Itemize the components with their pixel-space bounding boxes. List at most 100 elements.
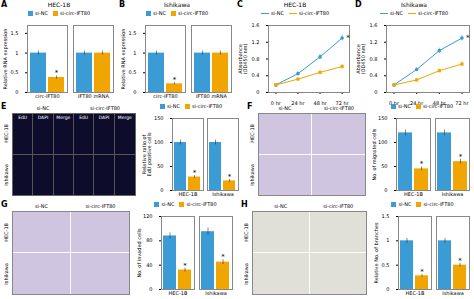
svg-text:Absorbance(OD450 nm): Absorbance(OD450 nm) xyxy=(355,44,366,75)
html-text:H: H xyxy=(241,200,248,209)
svg-text:*: * xyxy=(193,169,197,177)
svg-text:0.8: 0.8 xyxy=(252,56,260,62)
svg-text:80: 80 xyxy=(146,237,152,243)
svg-text:1: 1 xyxy=(15,50,18,56)
svg-text:*: * xyxy=(466,34,470,42)
svg-text:24 hr: 24 hr xyxy=(291,100,305,106)
svg-text:Relative No. of branches: Relative No. of branches xyxy=(373,222,379,284)
svg-text:50: 50 xyxy=(381,163,387,169)
html-text:Ishikawa: Ishikawa xyxy=(3,164,9,187)
html-text:si-circ-IFT80: si-circ-IFT80 xyxy=(60,10,91,16)
svg-text:1.6: 1.6 xyxy=(252,22,260,28)
html-text:si-circ-IFT80: si-circ-IFT80 xyxy=(192,103,223,109)
svg-text:0: 0 xyxy=(149,286,152,292)
svg-text:*: * xyxy=(55,69,59,77)
svg-text:circ-IFT80: circ-IFT80 xyxy=(35,93,59,99)
svg-text:Relative ratio ofEdU positive: Relative ratio ofEdU positive cells xyxy=(141,132,153,176)
svg-text:0.4: 0.4 xyxy=(252,72,260,78)
svg-text:0: 0 xyxy=(384,187,387,193)
svg-text:1.2: 1.2 xyxy=(370,39,378,45)
html-text:F: F xyxy=(247,102,253,111)
html-text:E: E xyxy=(1,102,7,111)
html-text:si-circ-IFT80: si-circ-IFT80 xyxy=(178,10,209,16)
svg-text:HEC-1B: HEC-1B xyxy=(406,290,425,296)
html-text:si-NC: si-NC xyxy=(36,105,50,111)
svg-text:100: 100 xyxy=(154,139,164,145)
svg-text:1.5: 1.5 xyxy=(11,30,19,36)
svg-text:IFT80 mRNA: IFT80 mRNA xyxy=(78,93,109,99)
svg-text:1.6: 1.6 xyxy=(370,22,378,28)
html-text:HEC-1B: HEC-1B xyxy=(47,1,71,8)
svg-text:24 hr: 24 hr xyxy=(410,100,424,107)
svg-text:150: 150 xyxy=(154,115,164,121)
html-text:si-NC: si-NC xyxy=(389,10,403,16)
svg-text:Absorbance(OD450 nm): Absorbance(OD450 nm) xyxy=(237,44,248,75)
svg-text:0: 0 xyxy=(15,89,18,95)
html-text:C: C xyxy=(237,0,243,9)
svg-text:0.4: 0.4 xyxy=(370,72,378,78)
svg-text:Relative RNA expression: Relative RNA expression xyxy=(2,29,9,90)
html-text:si-NC: si-NC xyxy=(152,10,166,16)
svg-text:0.8: 0.8 xyxy=(370,56,378,62)
svg-text:Ishikawa: Ishikawa xyxy=(205,290,227,296)
html-text:Ishikawa: Ishikawa xyxy=(401,1,427,8)
svg-text:150: 150 xyxy=(378,115,388,121)
svg-text:0.5: 0.5 xyxy=(11,69,19,75)
html-text:si-circ-IFT80: si-circ-IFT80 xyxy=(418,10,449,16)
html-text:Ishikawa: Ishikawa xyxy=(164,1,190,8)
svg-text:No. of invaded cells: No. of invaded cells xyxy=(136,228,142,277)
svg-text:1.5: 1.5 xyxy=(129,30,137,36)
html-text:si-NC: si-NC xyxy=(166,103,180,109)
svg-text:Ishikawa: Ishikawa xyxy=(442,290,464,296)
svg-text:0: 0 xyxy=(374,89,377,95)
svg-text:0: 0 xyxy=(133,89,136,95)
svg-text:0.5: 0.5 xyxy=(129,69,137,75)
html-text:si-circ-IFT80: si-circ-IFT80 xyxy=(89,105,121,111)
html-text:HEC-1B: HEC-1B xyxy=(283,1,307,8)
html-text:G: G xyxy=(1,200,8,209)
svg-text:48 hr: 48 hr xyxy=(313,100,327,107)
html-text:D: D xyxy=(355,0,362,9)
svg-text:120: 120 xyxy=(143,213,153,219)
svg-text:1: 1 xyxy=(133,50,136,56)
html-text:si-NC: si-NC xyxy=(270,10,284,16)
svg-text:1.2: 1.2 xyxy=(252,39,260,45)
html-text:B: B xyxy=(119,0,126,9)
svg-text:*: * xyxy=(346,34,350,42)
svg-text:0: 0 xyxy=(386,286,389,292)
svg-text:HEC-1B: HEC-1B xyxy=(179,191,198,197)
svg-text:Ishikawa: Ishikawa xyxy=(212,191,234,197)
svg-text:0: 0 xyxy=(160,187,163,193)
svg-text:50: 50 xyxy=(157,163,163,169)
svg-text:Relative RNA expression: Relative RNA expression xyxy=(120,29,127,90)
svg-text:circ-IFT80: circ-IFT80 xyxy=(153,93,177,99)
svg-text:*: * xyxy=(228,173,232,181)
svg-text:Ishikawa: Ishikawa xyxy=(442,191,464,197)
svg-text:*: * xyxy=(420,268,424,276)
svg-text:HEC-1B: HEC-1B xyxy=(404,191,423,197)
svg-text:0: 0 xyxy=(256,89,259,95)
svg-text:0.5: 0.5 xyxy=(382,262,390,268)
html-text:A: A xyxy=(1,0,8,9)
svg-text:*: * xyxy=(458,257,462,265)
svg-text:100: 100 xyxy=(378,139,388,145)
svg-text:1: 1 xyxy=(386,237,389,243)
html-text:si-circ-IFT80: si-circ-IFT80 xyxy=(323,105,355,111)
html-text:si-NC: si-NC xyxy=(278,105,292,111)
html-text:si-circ-IFT80: si-circ-IFT80 xyxy=(299,10,330,16)
svg-text:*: * xyxy=(183,262,187,270)
svg-text:0 hr: 0 hr xyxy=(270,100,281,107)
html-text:HEC-1B: HEC-1B xyxy=(3,124,9,144)
svg-text:*: * xyxy=(173,76,177,84)
svg-text:72 hr: 72 hr xyxy=(335,100,349,107)
svg-text:40: 40 xyxy=(146,262,152,268)
svg-text:IFT80 mRNA: IFT80 mRNA xyxy=(196,93,227,99)
svg-text:*: * xyxy=(221,253,225,261)
html-text:si-NC: si-NC xyxy=(34,10,48,16)
svg-text:1.5: 1.5 xyxy=(382,213,390,219)
svg-text:*: * xyxy=(459,153,463,161)
svg-text:72 hr: 72 hr xyxy=(455,100,469,106)
svg-text:*: * xyxy=(420,160,424,168)
svg-text:No. of migrated cells: No. of migrated cells xyxy=(371,128,378,180)
svg-text:HEC-1B: HEC-1B xyxy=(169,290,188,296)
